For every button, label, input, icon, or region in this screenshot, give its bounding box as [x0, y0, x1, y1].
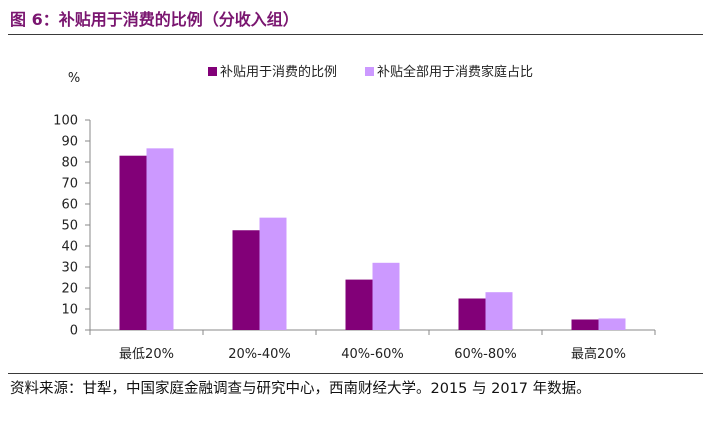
y-tick-label: 80: [61, 156, 78, 171]
bar-series1-5: [571, 319, 599, 330]
y-tick-label: 20: [61, 282, 78, 297]
y-axis: 0 10 20 30 40 50 60 70 80 90 100: [53, 114, 91, 339]
bar-series1-3: [345, 279, 373, 330]
y-tick-label: 70: [61, 177, 78, 192]
x-tick-label: 最低20%: [119, 347, 174, 362]
bar-series2-2: [259, 217, 287, 330]
y-tick-label: 10: [61, 303, 78, 318]
figure-title: 图 6：补贴用于消费的比例（分收入组）: [10, 10, 299, 29]
bar-chart: % 补贴用于消费的比例 补贴全部用于消费家庭占比 0 10 20 30 40 50 60 70 8…: [53, 64, 656, 362]
y-tick-label: 90: [61, 135, 78, 150]
y-tick-label: 30: [61, 261, 78, 276]
legend-label-series2: 补贴全部用于消费家庭占比: [377, 64, 533, 80]
bar-series2-3: [372, 262, 400, 330]
title-divider: [8, 34, 703, 35]
bar-series2-4: [485, 292, 513, 330]
y-axis-label: %: [68, 71, 80, 86]
legend-swatch-series1: [208, 67, 217, 76]
bar-series1-2: [232, 230, 260, 330]
bars: [119, 148, 626, 330]
bar-series1-4: [458, 298, 486, 330]
legend-label-series1: 补贴用于消费的比例: [220, 64, 337, 80]
y-tick-label: 60: [61, 198, 78, 213]
y-tick-label: 100: [53, 114, 78, 129]
y-tick-label: 40: [61, 240, 78, 255]
bar-series2-5: [598, 318, 626, 330]
legend: 补贴用于消费的比例 补贴全部用于消费家庭占比: [208, 64, 533, 80]
x-tick-label: 40%-60%: [341, 347, 403, 362]
x-tick-label: 20%-40%: [228, 347, 290, 362]
y-tick-label: 50: [61, 219, 78, 234]
source-divider: [8, 373, 703, 374]
x-tick-label: 最高20%: [571, 346, 626, 362]
bar-series2-1: [146, 148, 174, 330]
y-tick-label: 0: [70, 324, 78, 339]
source-note: 资料来源：甘犁，中国家庭金融调查与研究中心，西南财经大学。2015 与 2017…: [10, 381, 591, 397]
legend-swatch-series2: [365, 67, 374, 76]
x-axis: 最低20% 20%-40% 40%-60% 60%-80% 最高20%: [89, 329, 656, 362]
x-tick-label: 60%-80%: [454, 347, 516, 362]
bar-series1-1: [119, 155, 147, 330]
